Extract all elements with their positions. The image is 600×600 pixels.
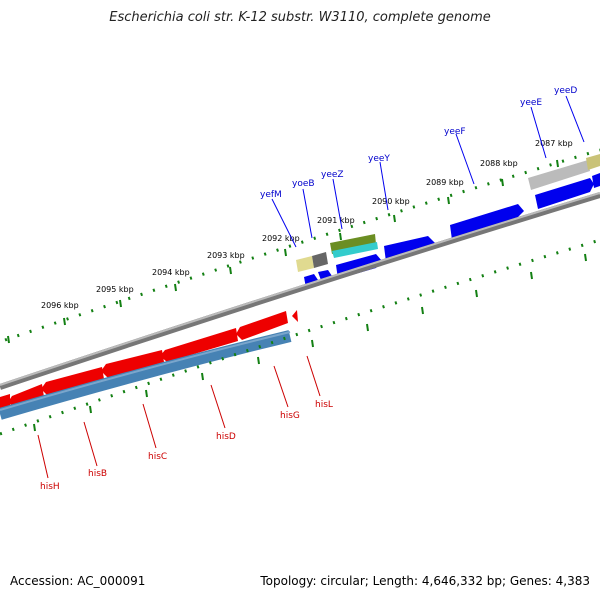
gene-hisG[interactable]	[236, 311, 288, 340]
gene-hisL[interactable]	[292, 310, 298, 322]
kbp-label: 2094 kbp	[152, 268, 190, 277]
kbp-label: 2090 kbp	[372, 197, 410, 206]
kbp-label: 2087 kbp	[535, 139, 573, 148]
kbp-label: 2095 kbp	[96, 285, 134, 294]
other-features	[296, 154, 600, 272]
gene-label-hisC[interactable]: hisC	[148, 452, 167, 462]
kbp-label: 2091 kbp	[317, 216, 355, 225]
forward-label-lines	[271, 95, 585, 248]
gene-label-yeeD[interactable]: yeeD	[554, 86, 577, 96]
kbp-label: 2088 kbp	[480, 159, 518, 168]
gene-label-yeeE[interactable]: yeeE	[520, 98, 542, 108]
gene-label-yefM[interactable]: yefM	[260, 190, 282, 200]
kbp-label: 2092 kbp	[262, 234, 300, 243]
gene-hisC[interactable]	[101, 350, 164, 378]
reverse-label-lines	[37, 355, 321, 479]
gene-label-hisG[interactable]: hisG	[280, 411, 300, 421]
outer-major-ticks	[7, 159, 559, 344]
gene-hisB[interactable]	[41, 367, 104, 396]
accession-text: Accession: AC_000091	[10, 574, 146, 588]
forward-genes	[304, 173, 600, 288]
gene-label-yeeF[interactable]: yeeF	[444, 127, 466, 137]
gene-yeeD[interactable]	[535, 178, 594, 209]
gene-label-yoeB[interactable]: yoeB	[292, 179, 315, 189]
gene-hisH[interactable]	[8, 384, 44, 408]
gene-label-yeeZ[interactable]: yeeZ	[321, 170, 344, 180]
gene-label-hisD[interactable]: hisD	[216, 432, 236, 442]
kbp-label: 2093 kbp	[207, 251, 245, 260]
gene-label-hisL[interactable]: hisL	[315, 400, 333, 410]
genome-summary-text: Topology: circular; Length: 4,646,332 bp…	[260, 574, 590, 588]
gene-label-hisH[interactable]: hisH	[40, 482, 60, 492]
reverse-genes	[0, 310, 298, 410]
kbp-label: 2089 kbp	[426, 178, 464, 187]
kbp-label: 2096 kbp	[41, 301, 79, 310]
gene-label-yeeY[interactable]: yeeY	[368, 154, 390, 164]
map-title: Escherichia coli str. K-12 substr. W3110…	[109, 10, 491, 25]
gene-yeeF[interactable]	[450, 204, 524, 240]
genome-backbone	[0, 192, 600, 390]
gene-hisD[interactable]	[160, 328, 238, 362]
inner-major-ticks	[33, 253, 587, 432]
cds-track	[0, 330, 292, 420]
gene-edge[interactable]	[592, 173, 600, 188]
gene-label-hisB[interactable]: hisB	[88, 469, 107, 479]
